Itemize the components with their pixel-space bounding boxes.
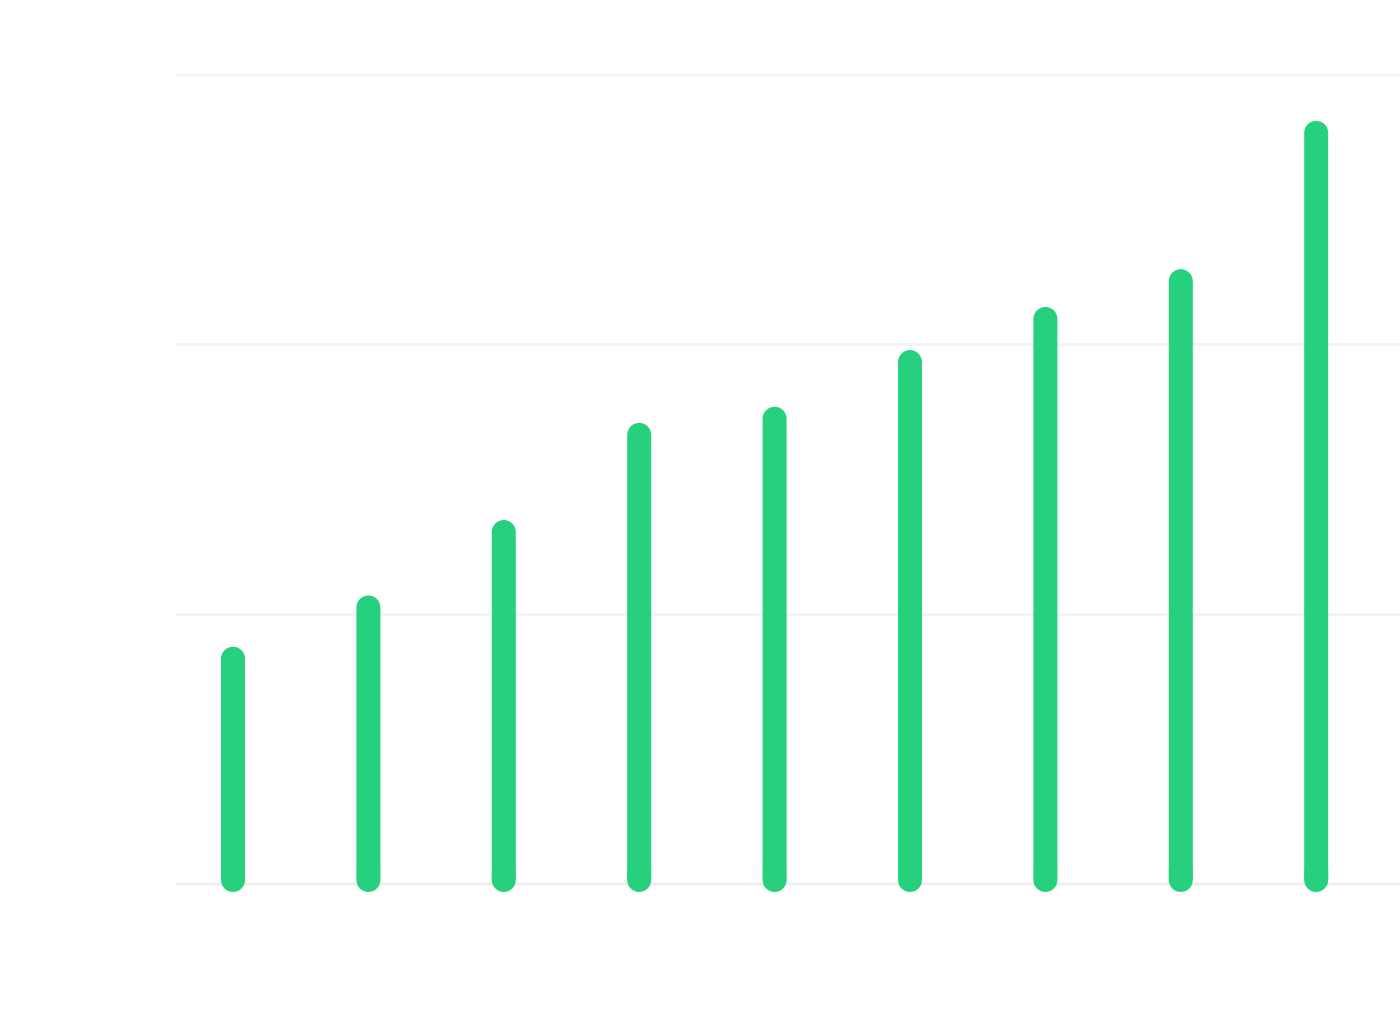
bar-foot	[491, 868, 516, 880]
bar-foot	[1033, 868, 1058, 880]
bar-foot	[762, 868, 787, 880]
bar-foot	[627, 868, 652, 880]
bar-layer	[221, 120, 1329, 892]
bar-foot	[1168, 868, 1193, 880]
bar-foot	[1304, 868, 1329, 880]
bar-foot	[221, 868, 245, 880]
bar-foot	[898, 868, 922, 880]
bar-foot	[356, 868, 381, 880]
